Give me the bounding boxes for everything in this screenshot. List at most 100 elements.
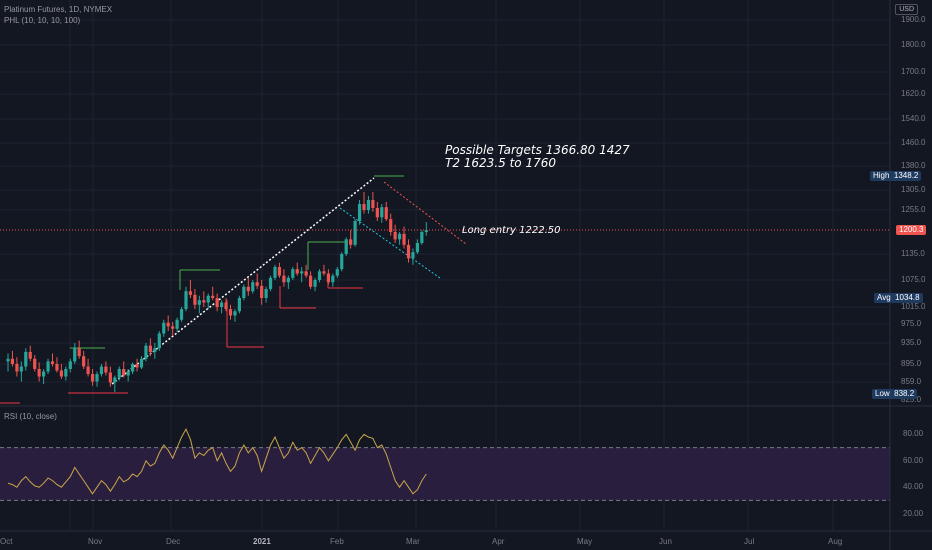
candle-body	[344, 239, 348, 254]
candle-body	[193, 294, 197, 305]
candle-body	[335, 269, 339, 276]
candle-body	[28, 351, 32, 359]
candle-body	[68, 361, 72, 369]
candle-body	[122, 369, 126, 376]
time-tick: Dec	[166, 537, 181, 546]
trend-drawings	[111, 177, 467, 385]
candle-body	[206, 295, 210, 303]
price-tick: 1135.0	[901, 249, 925, 258]
candle-body	[420, 232, 424, 243]
candle-body	[260, 285, 264, 298]
time-tick: 2021	[253, 537, 271, 546]
price-tick: 825.0	[901, 395, 922, 404]
candle-body	[340, 254, 344, 270]
time-tick: Apr	[492, 537, 505, 546]
candle-body	[6, 358, 10, 362]
candle-body	[144, 345, 148, 359]
candle-body	[64, 369, 68, 377]
candle-body	[406, 244, 411, 259]
candle-body	[73, 348, 77, 362]
time-tick: May	[577, 537, 593, 546]
candle-body	[148, 345, 152, 352]
candle-body	[228, 309, 233, 316]
targets-annotation-line-2[interactable]: T2 1623.5 to 1760	[445, 156, 556, 170]
candle-body	[309, 275, 313, 287]
candle-body	[251, 282, 255, 292]
high-tag-label: High	[873, 171, 890, 180]
candle-body	[117, 369, 121, 378]
time-tick: Oct	[0, 537, 13, 546]
candle-body	[380, 207, 384, 218]
currency-badge[interactable]: USD	[895, 4, 918, 15]
price-tick: 859.0	[901, 377, 922, 386]
price-tick: 1460.0	[901, 138, 926, 147]
rsi-legend[interactable]: RSI (10, close)	[4, 412, 57, 421]
low-tag-value: 838.2	[894, 389, 915, 398]
candle-body	[50, 361, 55, 364]
avg-tag: Avg 1034.8	[874, 293, 923, 303]
candle-body	[242, 286, 246, 298]
candle-body	[211, 295, 215, 298]
candle-body	[233, 311, 237, 316]
price-tick: 1540.0	[901, 114, 926, 123]
candle-body	[224, 302, 228, 310]
channel-upper-line	[383, 181, 467, 245]
candle-body	[398, 233, 402, 240]
symbol-legend[interactable]: Platinum Futures, 1D, NYMEX	[4, 5, 113, 14]
rsi-line	[7, 427, 427, 495]
candle-body	[139, 358, 144, 368]
candle-body	[33, 358, 37, 369]
high-tag: High 1348.2	[870, 171, 922, 181]
candle-body	[10, 358, 15, 364]
candle-body	[15, 364, 19, 372]
price-tick: 1620.0	[901, 89, 926, 98]
candle-body	[220, 302, 224, 307]
candle-body	[126, 371, 130, 376]
candle-body	[375, 208, 379, 218]
long-entry-annotation[interactable]: Long entry 1222.50	[462, 225, 561, 236]
candle-body	[131, 364, 135, 372]
candle-body	[291, 269, 295, 278]
candle-body	[24, 351, 28, 367]
indicator-legend[interactable]: PHL (10, 10, 10, 100)	[4, 16, 81, 25]
price-tick: 895.0	[901, 359, 922, 368]
candle-body	[77, 348, 81, 357]
candle-body	[197, 300, 201, 305]
price-tick: 1900.0	[901, 15, 926, 24]
candle-body	[362, 204, 366, 210]
rsi-tick: 40.00	[903, 482, 924, 492]
price-tick: 1075.0	[901, 275, 926, 284]
candle-body	[366, 200, 371, 210]
candle-body	[113, 377, 117, 383]
candle-body	[402, 233, 406, 245]
time-tick: Aug	[828, 537, 843, 546]
candle-body	[188, 291, 193, 295]
candle-body	[82, 356, 86, 367]
rsi-band	[0, 447, 890, 501]
grid	[0, 0, 890, 530]
candle-body	[424, 230, 428, 232]
channel-lower-line	[339, 207, 441, 279]
price-tick: 975.0	[901, 319, 922, 328]
price-tick: 935.0	[901, 338, 922, 347]
price-tick: 1255.0	[901, 205, 926, 214]
candle-body	[313, 280, 317, 287]
candle-body	[317, 271, 322, 280]
candle-body	[37, 369, 41, 377]
rsi-reference-lines	[0, 447, 890, 501]
candle-body	[135, 364, 139, 368]
rsi-tick: 20.00	[903, 508, 924, 518]
candle-body	[357, 204, 362, 221]
candle-body	[353, 221, 357, 245]
price-tick: 1700.0	[901, 67, 926, 76]
candle-body	[59, 370, 63, 377]
price-tick: 1015.0	[901, 302, 926, 311]
targets-annotation-line-1[interactable]: Possible Targets 1366.80 1427	[445, 143, 630, 157]
time-tick: Jun	[659, 537, 672, 546]
candlestick-series	[6, 192, 428, 393]
rsi-tick: 60.00	[903, 455, 924, 465]
candle-body	[331, 275, 335, 283]
candle-body	[99, 366, 104, 374]
rsi-tick: 80.00	[903, 429, 924, 439]
